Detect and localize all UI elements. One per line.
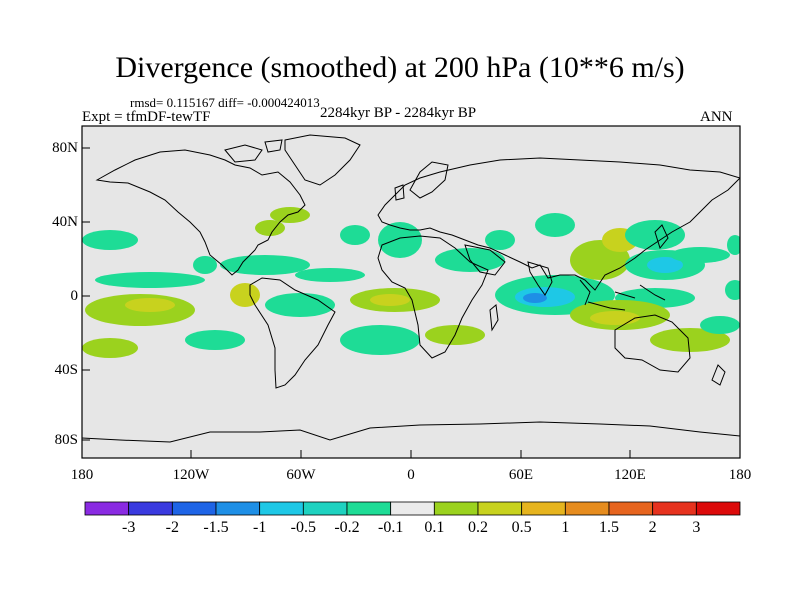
colorbar-swatch [521,501,566,516]
colorbar-swatch [564,501,610,516]
stats-text: rmsd= 0.115167 diff= -0.000424013 [130,95,320,110]
colorbar-swatch [215,501,261,516]
period-label: 2284kyr BP - 2284kyr BP [320,105,477,121]
div-blob [370,294,410,306]
coastline-arabia [464,244,506,276]
div-blob [727,235,740,255]
season-label: ANN [700,109,733,125]
div-blob [230,283,260,307]
colorbar-label: -1.5 [203,519,229,536]
div-blob [670,247,730,263]
coastline-australia [614,314,691,373]
lon-label-0: 0 [407,467,415,483]
coastline-japan [654,224,669,250]
colorbar-swatch [433,501,479,516]
div-blob [82,338,138,358]
lon-label-180e: 180 [728,467,752,483]
div-blob [535,213,575,237]
experiment-label: Expt = tfmDF-tewTF [82,109,211,125]
coastline-greenland [284,134,361,186]
div-blob [340,325,420,355]
div-blob [725,280,740,300]
coastline-north-america [95,149,306,276]
coastline-new-zealand [711,364,726,386]
div-blob [185,330,245,350]
colorbar-label: -1 [252,519,267,536]
colorbar-swatch [171,501,217,516]
div-blob [220,255,310,275]
coastline-scandinavia [409,161,449,199]
lat-label-0: 0 [70,288,79,304]
div-blob [255,220,285,236]
div-blob [82,230,138,250]
colorbar-swatch [84,501,130,516]
colorbar-swatch [302,501,348,516]
coastline-eurasia [377,157,740,291]
colorbar-label: 1 [561,519,570,536]
div-blob [485,230,515,250]
colorbar-label: -0.2 [334,519,360,536]
div-blob [523,293,547,303]
colorbar-swatch [477,501,523,516]
colorbar-label: -0.5 [290,519,316,536]
colorbar-label: -2 [165,519,179,536]
coastline-arctic-islands [224,139,283,163]
colorbar-label: 0.1 [424,519,445,536]
lat-label-80s: 80S [54,432,78,448]
colorbar-swatch [652,501,697,516]
div-blob [378,222,422,258]
colorbar-swatch [128,501,173,516]
colorbar [84,501,741,516]
div-blob [590,311,640,325]
colorbar-label: -3 [121,519,136,536]
lon-label-120e: 120E [614,467,646,483]
div-blob [340,225,370,245]
div-blob [265,293,335,317]
colorbar-label: 1.5 [599,519,619,536]
lat-label-80n: 80N [52,140,78,156]
div-blob [700,316,740,334]
colorbar-swatch [346,501,392,516]
div-blob [295,268,365,282]
colorbar-swatch [608,501,654,516]
lon-label-60w: 60W [286,467,316,483]
lon-label-120w: 120W [172,467,210,483]
div-blob [270,207,310,223]
div-blob [95,272,205,288]
coastline-british-isles [394,184,405,201]
coastline-madagascar [489,304,499,332]
colorbar-swatch [390,501,435,516]
colorbar-label: -0.1 [377,519,404,536]
div-blob [647,257,683,273]
colorbar-swatch [259,501,304,516]
divergence-field [82,207,740,358]
colorbar-label: 0.2 [468,519,488,536]
coastline-india [527,261,553,296]
coastline-se-asia [579,279,666,311]
lon-label-60e: 60E [508,467,534,483]
colorbar-label: 2 [648,519,657,536]
axis-ticks [81,147,741,458]
colorbar-label: 3 [692,519,701,536]
div-blob [125,298,175,312]
lat-label-40n: 40N [52,214,78,230]
coastline-antarctica [82,421,740,443]
div-blob [650,328,730,352]
lat-label-40s: 40S [54,362,78,378]
map-title: Divergence (smoothed) at 200 hPa (10**6 … [115,51,685,84]
div-blob [625,220,685,250]
coastline-africa [377,235,489,359]
colorbar-swatch [695,501,741,516]
coastlines [82,134,740,443]
lon-label-180w: 180 [70,467,94,483]
colorbar-label: 0.5 [511,519,532,536]
coastline-south-america [249,277,336,389]
div-blob [193,256,217,274]
